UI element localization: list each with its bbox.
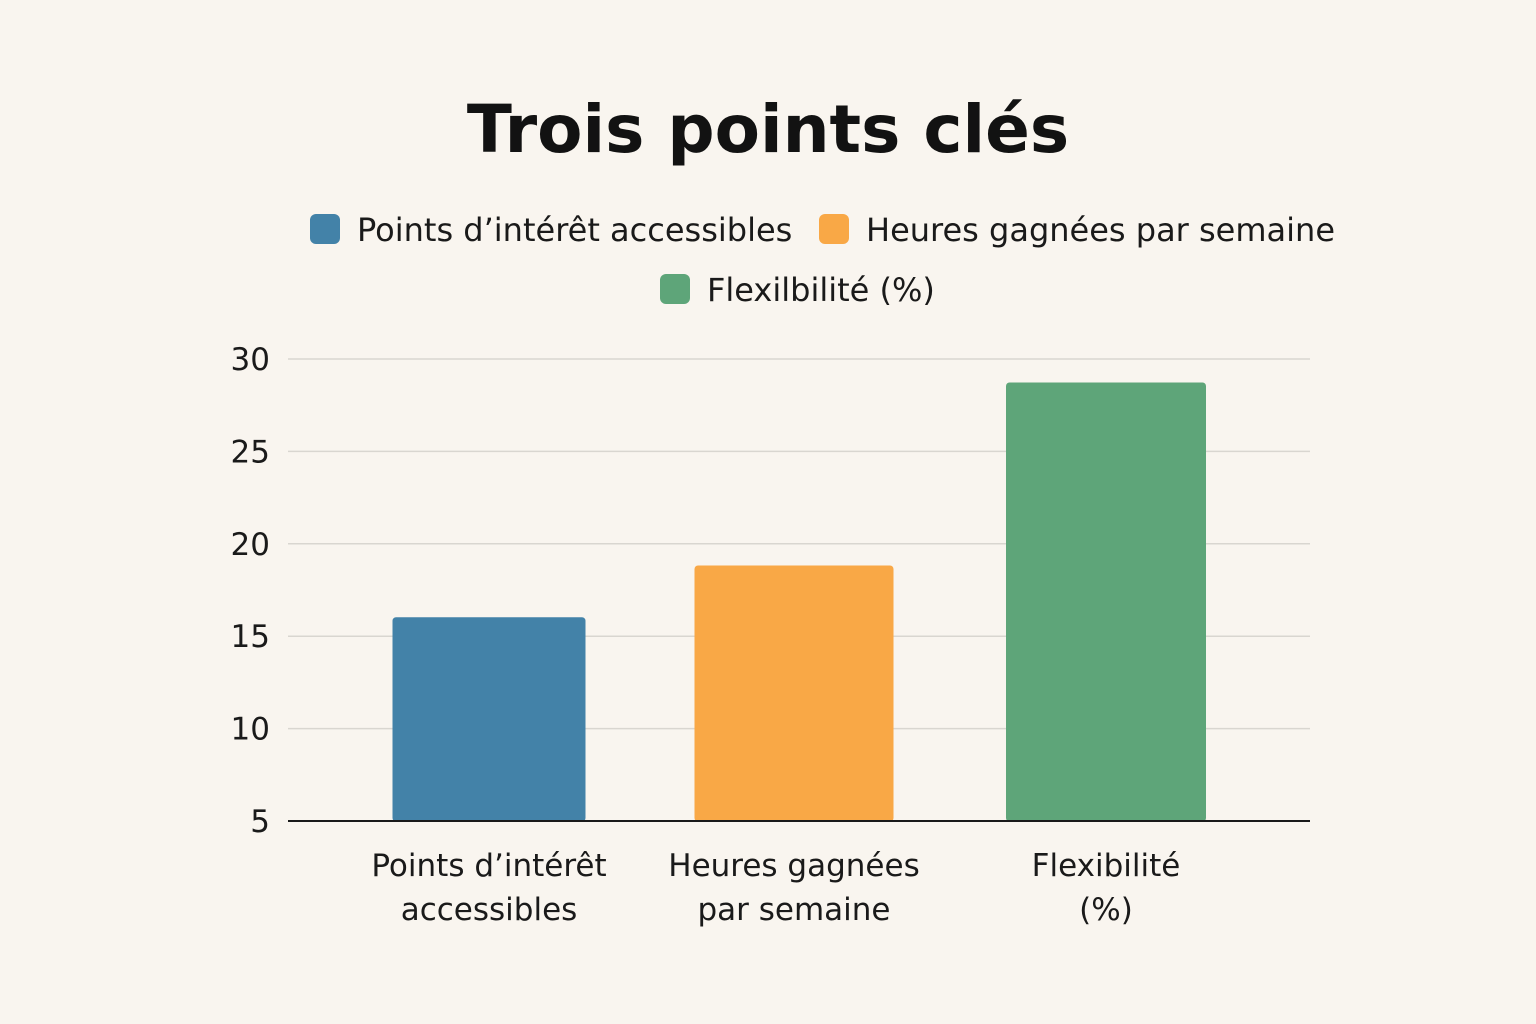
legend-label-2: Heures gagnées par semaine — [866, 211, 1335, 249]
legend-swatch-3 — [660, 274, 690, 304]
y-tick-label-30: 30 — [231, 342, 270, 378]
legend-label-1: Points d’intérêt accessibles — [357, 211, 792, 249]
chart-title: Trois points clés — [467, 91, 1069, 168]
x-category-label-1-line-1: Points d’intérêt — [371, 848, 606, 884]
y-tick-label-20: 20 — [231, 527, 270, 563]
bar-2 — [694, 565, 894, 822]
y-tick-label-5: 5 — [250, 804, 270, 840]
y-tick-label-10: 10 — [231, 712, 270, 748]
x-category-label-2-line-2: par semaine — [697, 892, 890, 928]
legend: Points d’intérêt accessibles Heures gagné… — [310, 211, 1335, 309]
x-category-label-1-line-2: accessibles — [401, 892, 578, 928]
y-tick-label-15: 15 — [231, 619, 270, 655]
y-axis-ticks: 5 10 15 20 25 30 — [231, 342, 270, 840]
bar-3 — [1006, 382, 1206, 822]
bars — [392, 382, 1206, 822]
legend-swatch-2 — [819, 214, 849, 244]
x-category-label-3-line-1: Flexibilité — [1032, 848, 1181, 884]
y-tick-label-25: 25 — [231, 434, 270, 470]
legend-swatch-1 — [310, 214, 340, 244]
x-category-label-3-line-2: (%) — [1079, 892, 1133, 928]
bar-1 — [392, 617, 586, 822]
legend-label-3: Flexilbilité (%) — [707, 271, 935, 309]
x-axis-category-labels: Points d’intérêt accessibles Heures gagnée… — [371, 848, 1180, 928]
x-category-label-2-line-1: Heures gagnées — [668, 848, 919, 884]
